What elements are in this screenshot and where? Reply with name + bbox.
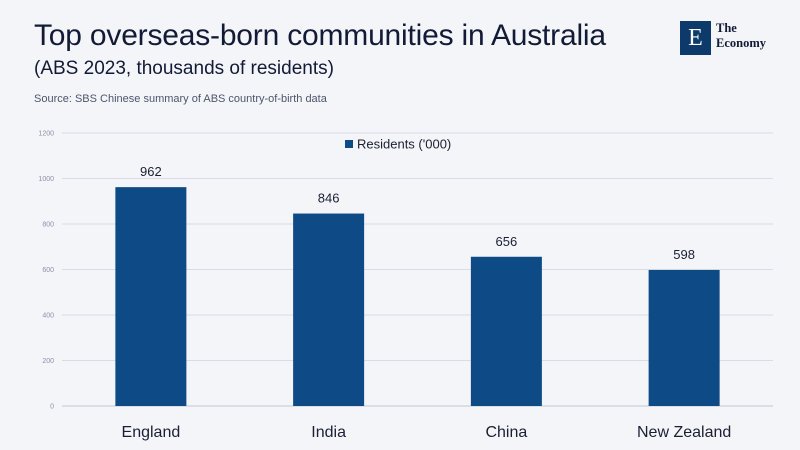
legend-label: Residents ('000) xyxy=(357,137,451,152)
logo-mark: E xyxy=(680,21,711,55)
x-tick-label: India xyxy=(311,424,346,441)
data-label: 656 xyxy=(496,234,518,249)
logo-line-2: Economy xyxy=(716,36,766,50)
logo-wordmark: The Economy xyxy=(716,21,766,51)
logo-line-1: The xyxy=(716,21,737,35)
data-label: 598 xyxy=(673,247,695,262)
x-tick-label: China xyxy=(485,424,527,441)
legend-swatch xyxy=(345,140,353,148)
data-label: 846 xyxy=(318,191,340,206)
bar xyxy=(648,269,720,406)
y-tick-label: 1200 xyxy=(38,131,54,138)
y-tick-label: 800 xyxy=(42,222,54,229)
y-tick-label: 0 xyxy=(50,404,54,411)
y-tick-label: 600 xyxy=(42,267,54,274)
x-tick-label: New Zealand xyxy=(637,424,731,441)
y-tick-label: 1000 xyxy=(38,176,54,183)
x-tick-label: England xyxy=(122,424,181,441)
chart-title: Top overseas-born communities in Austral… xyxy=(34,19,606,52)
bar xyxy=(115,187,187,406)
data-label: 962 xyxy=(140,164,162,179)
source-note: Source: SBS Chinese summary of ABS count… xyxy=(34,93,327,105)
y-tick-label: 400 xyxy=(42,313,54,320)
bar xyxy=(293,213,365,406)
brand-logo: E The Economy xyxy=(680,21,766,55)
chart-subtitle: (ABS 2023, thousands of residents) xyxy=(34,58,334,79)
y-tick-label: 200 xyxy=(42,358,54,365)
bar xyxy=(470,256,542,406)
